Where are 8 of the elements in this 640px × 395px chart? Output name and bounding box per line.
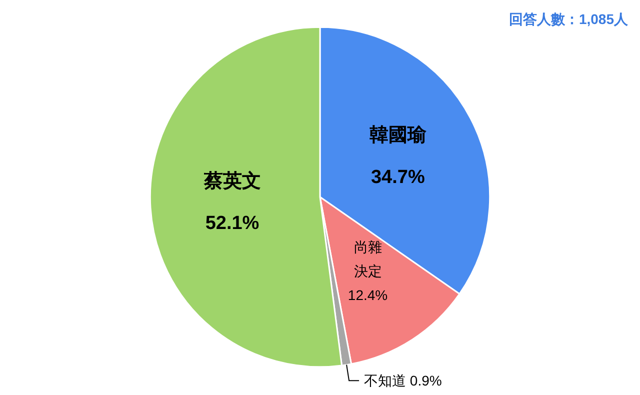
slice-label: 尚雜決定 [354, 238, 382, 279]
data-label: 34.7% [370, 166, 425, 188]
data-label: 52.1% [205, 213, 260, 234]
text: 回答人數：1,085人 [508, 11, 629, 27]
slice-label: 韓國瑜 [369, 124, 428, 146]
data-label: 12.4% [348, 286, 388, 303]
slice-label: 蔡英文 [202, 170, 261, 192]
slice-label: 不知道 0.9% [364, 372, 442, 389]
